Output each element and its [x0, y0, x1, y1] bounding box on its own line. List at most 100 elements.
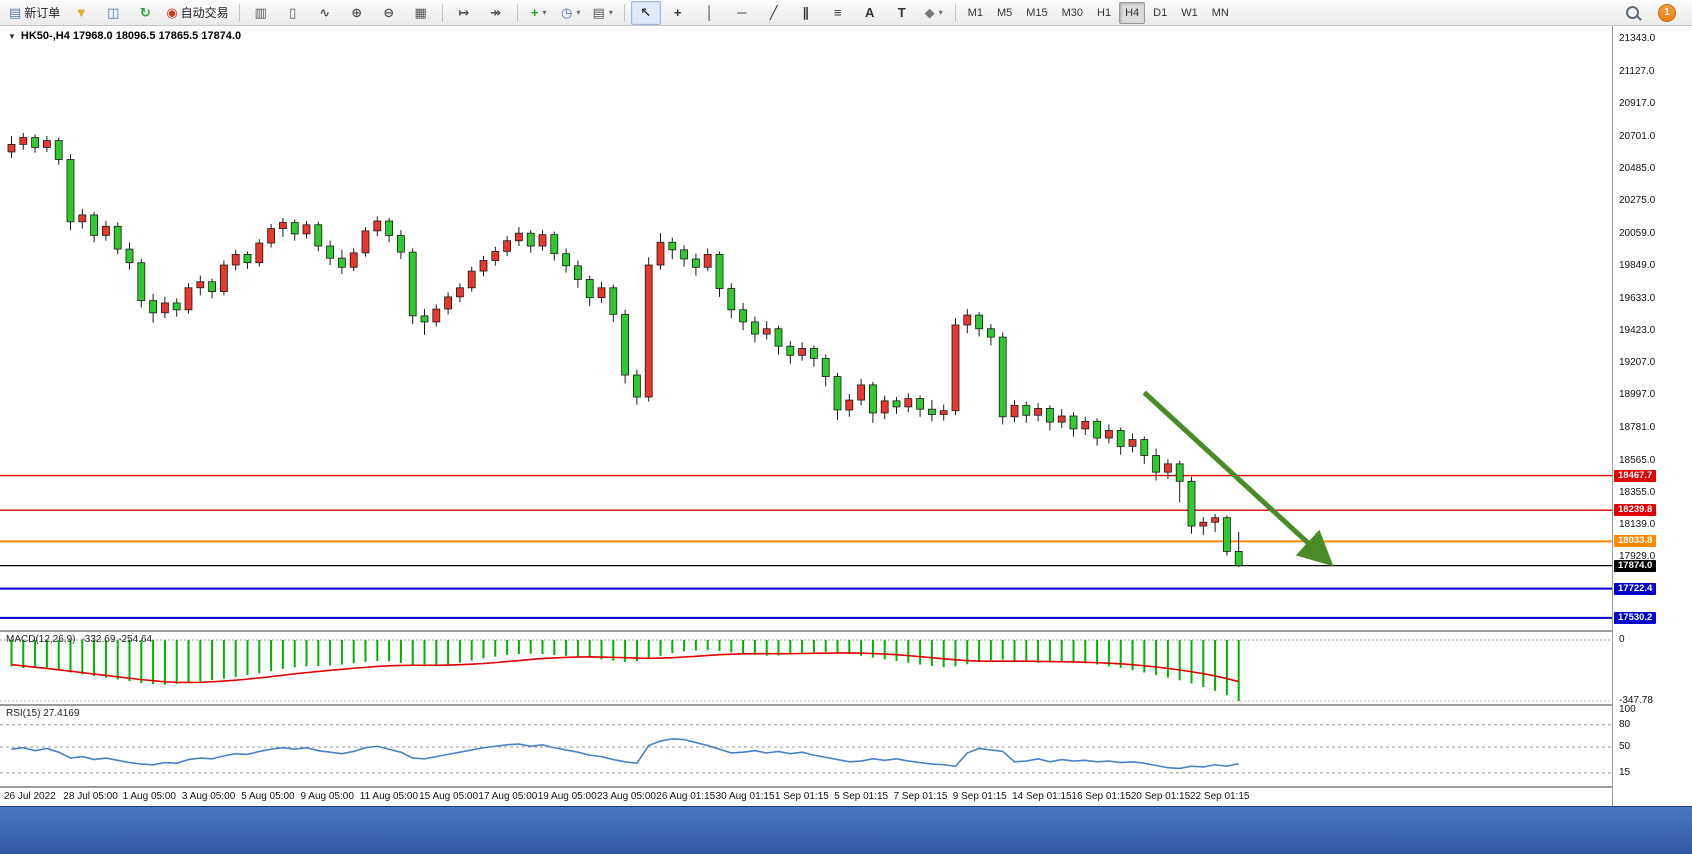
price-axis-label: 18781.0 — [1619, 422, 1656, 433]
chart-collapse-icon[interactable]: ▼ — [8, 31, 16, 41]
timeframe-m15[interactable]: M15 — [1026, 6, 1048, 19]
trendline-icon: ╱ — [769, 5, 778, 20]
time-axis-label: 5 Sep 01:15 — [834, 791, 889, 802]
fibonacci-button[interactable]: ≡ — [823, 1, 853, 25]
time-axis-label: 19 Aug 05:00 — [537, 791, 597, 802]
rsi-line — [11, 738, 1239, 770]
price-axis-label: 19633.0 — [1619, 292, 1656, 304]
timeframe-m30[interactable]: M30 — [1061, 6, 1084, 19]
zoom-in-icon: ⊕ — [351, 5, 363, 20]
horizontal-line-button[interactable]: ─ — [727, 1, 757, 25]
bar-chart-icon: ▥ — [254, 5, 267, 20]
auto-trading-button[interactable]: ◉ 自动交易 — [162, 1, 232, 25]
new-order-button[interactable]: ▤ 新订单 — [5, 1, 64, 25]
time-axis-label: 7 Sep 01:15 — [893, 791, 948, 802]
macd-signal-line — [11, 652, 1239, 684]
candlestick-chart-icon: ▯ — [289, 5, 297, 20]
price-axis[interactable]: 21343.0 21127.0 20917.0 20701.0 20485.0 20275… — [1612, 26, 1692, 806]
panel-separator[interactable] — [0, 630, 1692, 632]
macd-panel[interactable] — [0, 632, 1612, 704]
time-axis-label: 11 Aug 05:00 — [359, 791, 418, 802]
time-axis-label: 15 Aug 05:00 — [419, 791, 479, 802]
tile-windows-button[interactable]: ▦ — [406, 1, 436, 25]
timeframe-m5[interactable]: M5 — [996, 6, 1013, 19]
price-axis-label: 18139.0 — [1619, 519, 1656, 531]
crosshair-icon: + — [673, 5, 682, 20]
chart-shift-button[interactable]: ↦ — [449, 1, 479, 25]
search-button[interactable] — [1617, 1, 1647, 25]
line-chart-icon: ∿ — [319, 5, 331, 20]
price-axis-label: 20485.0 — [1619, 163, 1656, 175]
new-order-button-label: 新订单 — [24, 5, 61, 20]
price-axis-label: 20701.0 — [1619, 130, 1656, 142]
rsi-panel[interactable] — [0, 706, 1612, 786]
indicators-button[interactable]: + ▾ — [524, 1, 554, 25]
label-button[interactable]: T — [887, 1, 917, 25]
notification-badge[interactable]: 1 — [1658, 3, 1676, 22]
refresh-button[interactable]: ↻ — [130, 1, 160, 25]
data-window-button[interactable]: ◫ — [98, 1, 128, 25]
trendline-button[interactable]: ╱ — [759, 1, 789, 25]
shapes-icon: ◆ — [924, 5, 935, 20]
periods-button[interactable]: ◷ ▾ — [556, 1, 586, 25]
templates-button[interactable]: ▤ ▾ — [588, 1, 618, 25]
price-axis-label: 21127.0 — [1619, 65, 1655, 77]
price-tag: 17722.4 — [1614, 582, 1657, 595]
main-chart-plot[interactable] — [0, 26, 1612, 630]
rsi-axis-label: 80 — [1619, 718, 1631, 730]
auto-scroll-button[interactable]: ↠ — [481, 1, 511, 25]
chevron-down-icon: ▾ — [542, 7, 547, 17]
toolbar-separator — [954, 3, 956, 22]
timeframe-mn[interactable]: MN — [1211, 6, 1229, 19]
price-axis-label: 19849.0 — [1619, 259, 1656, 271]
channel-button[interactable]: ∥ — [791, 1, 821, 25]
timeframe-m1[interactable]: M1 — [967, 6, 983, 19]
time-axis-label: 16 Sep 01:15 — [1071, 791, 1131, 802]
price-axis-label: 18355.0 — [1619, 486, 1656, 498]
chart-header: ▼ HK50-,H4 17968.0 18096.5 17865.5 17874… — [8, 30, 241, 42]
trend-arrow[interactable] — [1142, 390, 1334, 567]
zoom-in-button[interactable]: ⊕ — [342, 1, 372, 25]
text-button[interactable]: A — [855, 1, 885, 25]
panel-separator[interactable] — [0, 704, 1692, 706]
vertical-line-button[interactable]: │ — [695, 1, 725, 25]
toolbar-separator — [623, 3, 625, 22]
vertical-line-icon: │ — [705, 5, 714, 20]
chevron-down-icon: ▾ — [576, 7, 581, 17]
template-icon: ▤ — [592, 5, 605, 20]
line-chart-button[interactable]: ∿ — [310, 1, 340, 25]
fibonacci-icon: ≡ — [833, 5, 842, 20]
cursor-button[interactable]: ↖ — [630, 0, 661, 25]
rsi-axis-label: 50 — [1619, 741, 1631, 752]
rsi-axis-label: 15 — [1619, 766, 1631, 778]
chart-shift-icon: ↦ — [458, 5, 470, 20]
auto-scroll-icon: ↠ — [490, 5, 502, 20]
candlestick-chart-button[interactable]: ▯ — [278, 1, 308, 25]
price-tag: 18033.8 — [1614, 535, 1657, 548]
price-tag: 17874.0 — [1614, 559, 1657, 572]
timeframe-h4[interactable]: H4 — [1119, 1, 1146, 24]
time-axis-label: 1 Sep 01:15 — [774, 791, 829, 802]
toolbar-separator — [516, 3, 518, 22]
price-axis-label: 20917.0 — [1619, 97, 1656, 109]
timeframe-w1[interactable]: W1 — [1181, 6, 1198, 19]
timeframe-h1[interactable]: H1 — [1097, 6, 1112, 19]
chart-symbol-ohlc: HK50-,H4 17968.0 18096.5 17865.5 17874.0 — [20, 30, 242, 42]
price-tag: 18467.7 — [1614, 469, 1657, 482]
market-watch-button[interactable]: ▼ — [66, 1, 96, 25]
bar-chart-button[interactable]: ▥ — [246, 1, 276, 25]
shapes-button[interactable]: ◆ ▾ — [919, 1, 949, 25]
time-axis-label: 26 Aug 01:15 — [656, 791, 716, 802]
new-order-icon: ▤ — [9, 5, 22, 20]
chart-window: ▼ HK50-,H4 17968.0 18096.5 17865.5 17874… — [0, 26, 1692, 806]
timeframe-d1[interactable]: D1 — [1153, 6, 1168, 19]
price-tag: 18239.8 — [1614, 504, 1657, 517]
crosshair-button[interactable]: + — [663, 1, 693, 25]
price-axis-label: 18565.0 — [1619, 454, 1656, 466]
auto-trading-icon: ◉ — [166, 5, 178, 20]
channel-icon: ∥ — [802, 5, 809, 20]
toolbar-right: 1 — [1616, 1, 1676, 25]
toolbar: ▤ 新订单 ▼ ◫ ↻ ◉ 自动交易 ▥ ▯ ∿ ⊕ ⊖ ▦ ↦ ↠ + ▾ ◷ ▾ ▤ ▾ ↖ + │ ─ ╱ ∥ ≡ A T ◆ ▾ M1… — [0, 0, 1692, 26]
time-axis[interactable]: 26 Jul 2022 28 Jul 05:00 1 Aug 05:00 3 Aug … — [0, 788, 1612, 806]
zoom-out-button[interactable]: ⊖ — [374, 1, 404, 25]
